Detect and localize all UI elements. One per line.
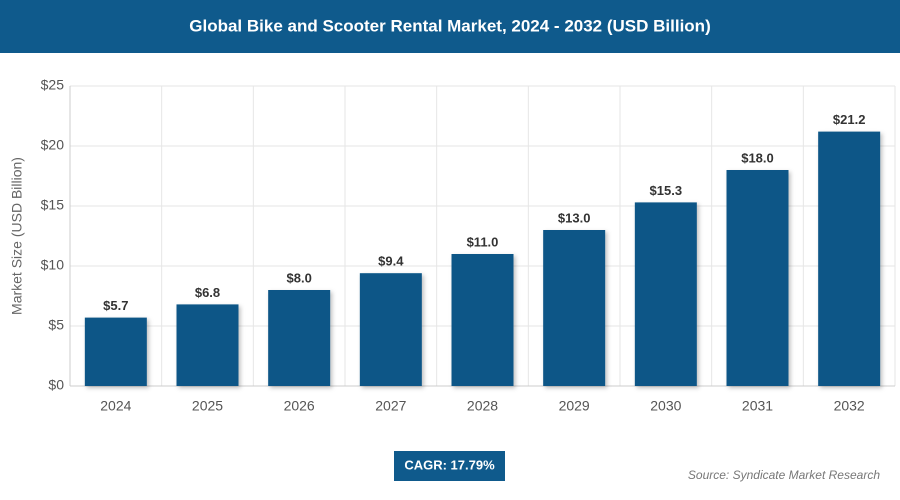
cagr-label: CAGR: 17.79% [404, 457, 495, 472]
plot-area: $0 $5 $10 $15 $20 $25 2024 $5.7 2025 $6.8 2026 $8.0… [41, 77, 896, 414]
bar [176, 304, 239, 386]
y-tick-label: $0 [48, 377, 64, 393]
value-label: $13.0 [558, 210, 591, 225]
bar [726, 170, 789, 386]
value-label: $9.4 [378, 254, 404, 269]
bar [84, 317, 147, 386]
x-tick-label: 2027 [375, 398, 406, 414]
x-tick-label: 2024 [100, 398, 131, 414]
source-label: Source: Syndicate Market Research [688, 468, 880, 482]
y-tick-label: $20 [41, 137, 65, 153]
bar [818, 131, 881, 386]
x-tick-label: 2026 [284, 398, 315, 414]
bar [268, 290, 331, 386]
value-label: $18.0 [741, 150, 774, 165]
y-tick-label: $15 [41, 197, 65, 213]
y-tick-label: $5 [48, 317, 64, 333]
value-label: $15.3 [650, 183, 683, 198]
y-axis-label: Market Size (USD Billion) [9, 157, 25, 315]
x-tick-label: 2029 [559, 398, 590, 414]
x-tick-label: 2031 [742, 398, 773, 414]
value-label: $8.0 [287, 270, 312, 285]
bar [359, 273, 422, 386]
header-bar [0, 0, 900, 53]
value-label: $5.7 [103, 298, 128, 313]
y-tick-label: $25 [41, 77, 65, 93]
x-tick-label: 2025 [192, 398, 223, 414]
bar [451, 254, 514, 386]
value-label: $21.2 [833, 112, 866, 127]
cagr-badge [394, 451, 505, 481]
value-label: $11.0 [467, 234, 499, 249]
x-tick-label: 2032 [834, 398, 865, 414]
chart-title: Global Bike and Scooter Rental Market, 2… [189, 16, 710, 35]
bar [543, 230, 606, 386]
value-label: $6.8 [195, 285, 220, 300]
bar [634, 202, 697, 386]
x-tick-label: 2030 [650, 398, 681, 414]
x-tick-label: 2028 [467, 398, 498, 414]
y-tick-label: $10 [41, 257, 65, 273]
